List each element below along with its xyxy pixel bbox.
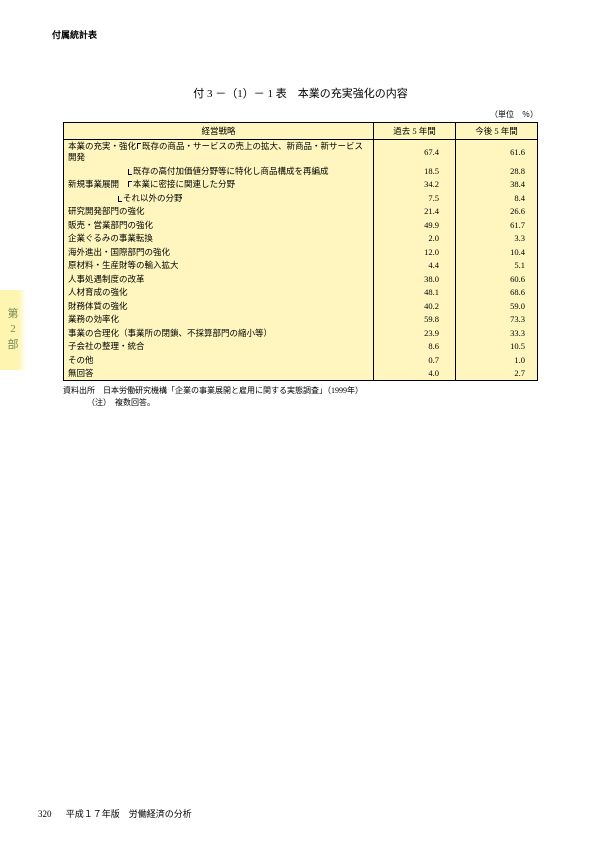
row-label: 事業の合理化（事業所の閉鎖、不採算部門の縮小等） (64, 327, 374, 340)
row-label: 海外進出・国際部門の強化 (64, 246, 374, 259)
row-past5: 38.0 (374, 273, 456, 286)
row-label: 本業の充実・強化既存の商品・サービスの売上の拡大、新商品・新サービス開発 (64, 140, 374, 165)
row-next5: 10.4 (456, 246, 538, 259)
row-past5: 59.8 (374, 313, 456, 326)
table-row: 海外進出・国際部門の強化12.010.4 (64, 246, 538, 259)
row-label: 既存の高付加価値分野等に特化し商品構成を再編成 (64, 165, 374, 178)
table-row: 既存の高付加価値分野等に特化し商品構成を再編成18.528.8 (64, 165, 538, 178)
row-label: 人材育成の強化 (64, 286, 374, 299)
table-row: 人材育成の強化48.168.6 (64, 286, 538, 299)
row-next5: 38.4 (456, 178, 538, 191)
table-row: その他0.71.0 (64, 354, 538, 367)
row-label: 業務の効率化 (64, 313, 374, 326)
row-label: 原材料・生産財等の輸入拡大 (64, 259, 374, 272)
row-next5: 61.7 (456, 219, 538, 232)
row-next5: 60.6 (456, 273, 538, 286)
page-header: 付属統計表 (52, 28, 97, 41)
side-tab-line1: 第 (8, 307, 19, 322)
row-label: 新規事業展開本業に密接に関連した分野 (64, 178, 374, 191)
main-content: 付 3 －（1）－ 1 表 本業の充実強化の内容 （単位 ％） 経営戦略 過去 … (63, 85, 538, 408)
side-tab-line3: 部 (8, 338, 19, 353)
col-header-next5: 今後 5 年間 (456, 123, 538, 140)
row-next5: 10.5 (456, 340, 538, 353)
row-past5: 40.2 (374, 300, 456, 313)
table-row: 研究開発部門の強化21.426.6 (64, 205, 538, 218)
row-label: 企業ぐるみの事業転換 (64, 232, 374, 245)
table-row: 業務の効率化59.873.3 (64, 313, 538, 326)
row-past5: 48.1 (374, 286, 456, 299)
row-past5: 49.9 (374, 219, 456, 232)
row-next5: 68.6 (456, 286, 538, 299)
row-past5: 8.6 (374, 340, 456, 353)
row-label: 財務体質の強化 (64, 300, 374, 313)
row-label: 研究開発部門の強化 (64, 205, 374, 218)
row-past5: 12.0 (374, 246, 456, 259)
table-row: 財務体質の強化40.259.0 (64, 300, 538, 313)
source-line: 資料出所 日本労働研究機構「企業の事業展開と雇用に関する実態調査」（1999年） (63, 385, 538, 396)
page-footer: 320 平成１７年版 労働経済の分析 (38, 807, 192, 820)
table-row: 人事処遇制度の改革38.060.6 (64, 273, 538, 286)
row-next5: 73.3 (456, 313, 538, 326)
row-label: 子会社の整理・統合 (64, 340, 374, 353)
table-row: 販売・営業部門の強化49.961.7 (64, 219, 538, 232)
row-past5: 21.4 (374, 205, 456, 218)
row-past5: 4.4 (374, 259, 456, 272)
footer-text: 平成１７年版 労働経済の分析 (66, 809, 192, 819)
table-row: 企業ぐるみの事業転換2.03.3 (64, 232, 538, 245)
row-next5: 8.4 (456, 192, 538, 205)
table-row: 原材料・生産財等の輸入拡大4.45.1 (64, 259, 538, 272)
col-header-past5: 過去 5 年間 (374, 123, 456, 140)
row-label: それ以外の分野 (64, 192, 374, 205)
side-tab-part2: 第 2 部 (0, 290, 26, 370)
row-next5: 26.6 (456, 205, 538, 218)
row-past5: 7.5 (374, 192, 456, 205)
table-body: 本業の充実・強化既存の商品・サービスの売上の拡大、新商品・新サービス開発67.4… (64, 140, 538, 381)
row-next5: 59.0 (456, 300, 538, 313)
row-next5: 2.7 (456, 367, 538, 381)
side-tab-line2: 2 (10, 322, 16, 337)
row-past5: 4.0 (374, 367, 456, 381)
table-row: 事業の合理化（事業所の閉鎖、不採算部門の縮小等）23.933.3 (64, 327, 538, 340)
row-next5: 1.0 (456, 354, 538, 367)
table-row: それ以外の分野7.58.4 (64, 192, 538, 205)
row-next5: 28.8 (456, 165, 538, 178)
table-row: 本業の充実・強化既存の商品・サービスの売上の拡大、新商品・新サービス開発67.4… (64, 140, 538, 165)
row-next5: 5.1 (456, 259, 538, 272)
row-label: その他 (64, 354, 374, 367)
row-past5: 2.0 (374, 232, 456, 245)
data-table: 経営戦略 過去 5 年間 今後 5 年間 本業の充実・強化既存の商品・サービスの… (63, 122, 538, 381)
row-past5: 67.4 (374, 140, 456, 165)
col-header-strategy: 経営戦略 (64, 123, 374, 140)
row-past5: 0.7 (374, 354, 456, 367)
row-next5: 3.3 (456, 232, 538, 245)
row-label: 人事処遇制度の改革 (64, 273, 374, 286)
row-label: 無回答 (64, 367, 374, 381)
table-row: 無回答4.02.7 (64, 367, 538, 381)
source-notes: 資料出所 日本労働研究機構「企業の事業展開と雇用に関する実態調査」（1999年）… (63, 385, 538, 407)
table-row: 子会社の整理・統合8.610.5 (64, 340, 538, 353)
row-next5: 61.6 (456, 140, 538, 165)
note-line: （注） 複数回答。 (63, 397, 538, 408)
row-past5: 34.2 (374, 178, 456, 191)
table-row: 新規事業展開本業に密接に関連した分野34.238.4 (64, 178, 538, 191)
row-label: 販売・営業部門の強化 (64, 219, 374, 232)
row-past5: 18.5 (374, 165, 456, 178)
page-number: 320 (38, 809, 52, 819)
table-title: 付 3 －（1）－ 1 表 本業の充実強化の内容 (63, 85, 538, 101)
row-past5: 23.9 (374, 327, 456, 340)
unit-label: （単位 ％） (63, 109, 538, 120)
row-next5: 33.3 (456, 327, 538, 340)
